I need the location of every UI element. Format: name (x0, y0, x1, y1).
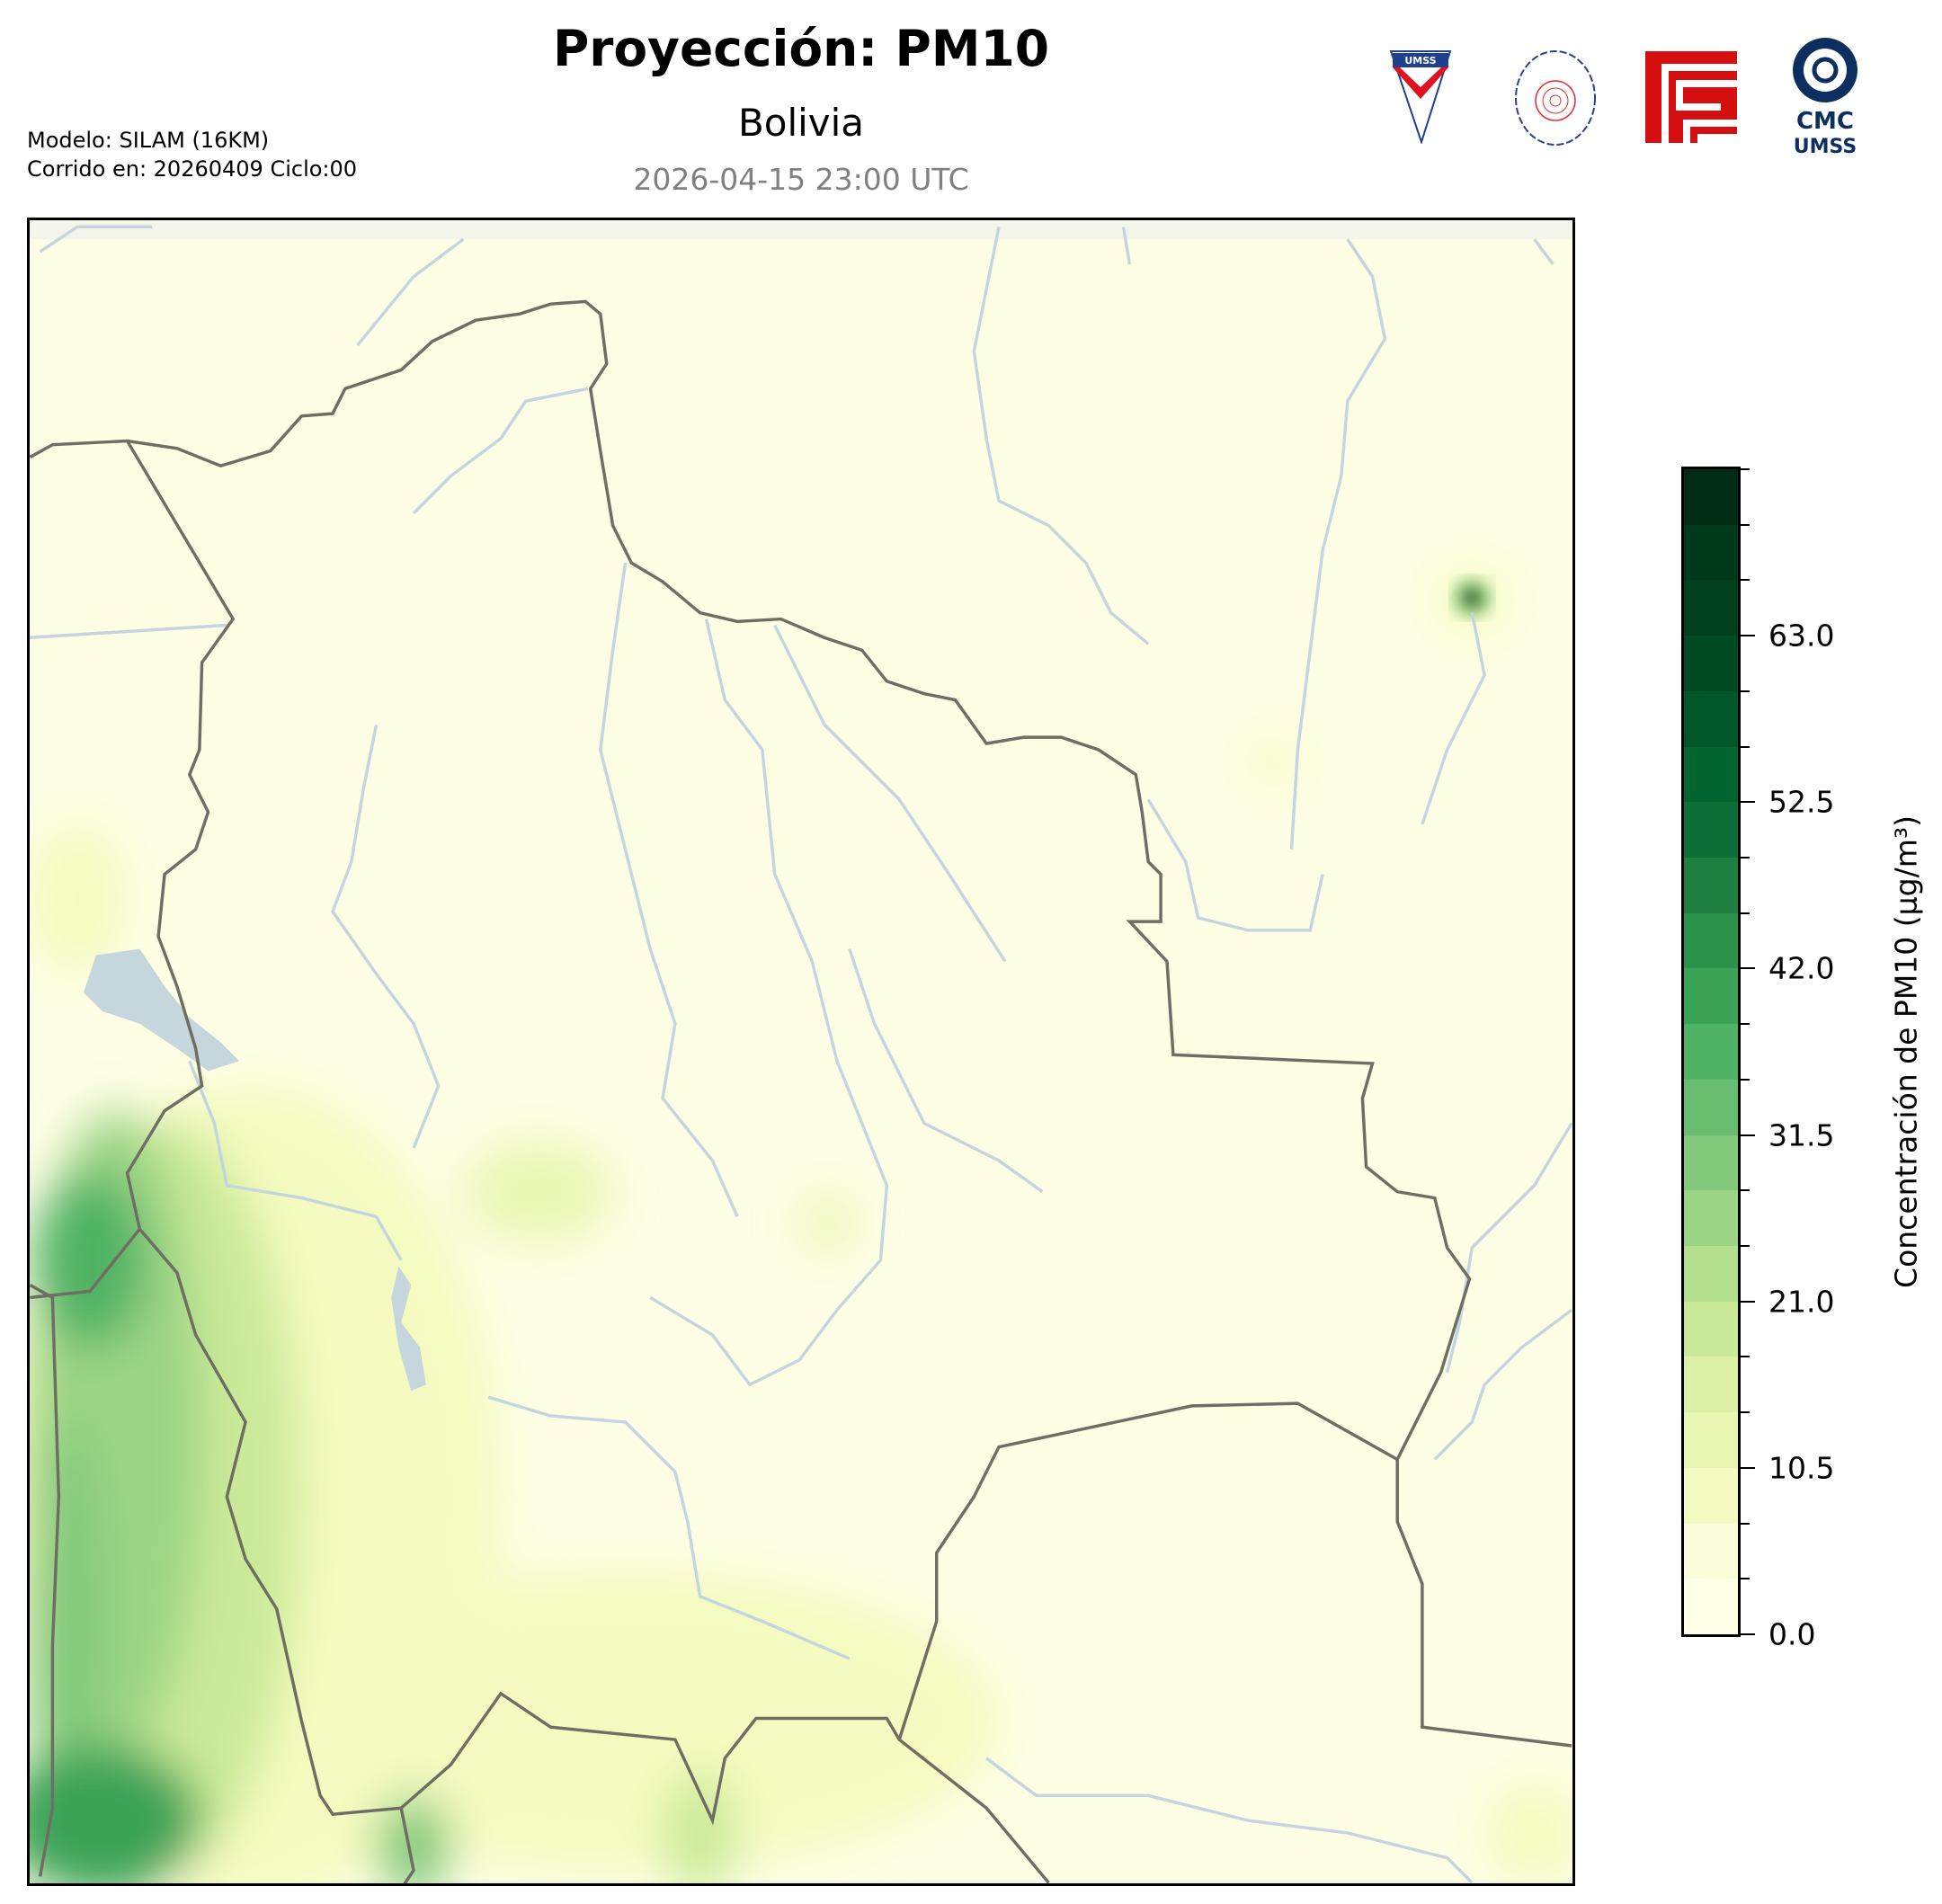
colorbar-level (1684, 1467, 1738, 1524)
lake-titicaca (84, 948, 240, 1072)
colorbar-minor-tick (1741, 912, 1750, 914)
colorbar-level (1684, 857, 1738, 913)
chart-title: Proyección: PM10 (552, 20, 1050, 77)
colorbar-level (1684, 1245, 1738, 1302)
colorbar-level (1684, 1079, 1738, 1135)
pm10-map[interactable] (27, 218, 1575, 1886)
region-subtitle: Bolivia (737, 101, 865, 145)
departamento-fisica-seal (1515, 50, 1596, 146)
colorbar-level (1684, 1356, 1738, 1413)
colorbar-major-tick (1741, 1134, 1755, 1136)
colorbar-major-tick (1741, 635, 1755, 637)
colorbar-minor-tick (1741, 523, 1750, 526)
cmc-umss-logo: CMC UMSS (1793, 38, 1857, 157)
model-info: Modelo: SILAM (16KM) (27, 128, 270, 153)
colorbar-minor-tick (1741, 1078, 1750, 1081)
svg-text:UMSS: UMSS (1404, 55, 1436, 67)
rivers (30, 225, 1572, 1883)
colorbar-minor-tick (1741, 745, 1750, 748)
lake-poopo (391, 1266, 426, 1392)
run-info: Corrido en: 20260409 Ciclo:00 (27, 156, 358, 182)
colorbar-tick-label: 31.5 (1768, 1117, 1835, 1153)
colorbar-tick-label: 63.0 (1768, 618, 1835, 654)
pm10-concentration-field (30, 569, 1572, 1883)
colorbar-minor-tick (1741, 579, 1750, 582)
colorbar-level (1684, 801, 1738, 858)
colorbar-tick-label: 10.5 (1768, 1450, 1835, 1486)
colorbar-level (1684, 1523, 1738, 1579)
colorbar-minor-tick (1741, 1522, 1750, 1525)
pm10-hotspot (1452, 577, 1492, 618)
valid-time: 2026-04-15 23:00 UTC (633, 162, 969, 197)
umss-shield-logo: UMSS (1389, 50, 1452, 144)
colorbar-level (1684, 1301, 1738, 1357)
colorbar-level (1684, 1023, 1738, 1080)
svg-text:UMSS: UMSS (1794, 136, 1857, 157)
colorbar-level (1684, 635, 1738, 691)
colorbar-major-tick (1741, 967, 1755, 970)
colorbar-minor-tick (1741, 1411, 1750, 1414)
colorbar-tick-label: 0.0 (1768, 1616, 1816, 1652)
fcyt-logo (1645, 51, 1737, 143)
colorbar-major-tick (1741, 1466, 1755, 1469)
colorbar-minor-tick (1741, 468, 1750, 470)
colorbar-level (1684, 468, 1738, 525)
colorbar-minor-tick (1741, 1245, 1750, 1247)
colorbar-level (1684, 579, 1738, 636)
colorbar-major-tick (1741, 801, 1755, 804)
colorbar-tick-label: 21.0 (1768, 1284, 1835, 1320)
map-canvas (30, 225, 1572, 1883)
colorbar-level (1684, 746, 1738, 803)
colorbar-level (1684, 1578, 1738, 1634)
colorbar (1681, 467, 1741, 1637)
colorbar-minor-tick (1741, 1023, 1750, 1026)
svg-text:CMC: CMC (1796, 108, 1854, 135)
colorbar-level (1684, 690, 1738, 747)
colorbar-minor-tick (1741, 1189, 1750, 1192)
colorbar-level (1684, 524, 1738, 581)
colorbar-level (1684, 1134, 1738, 1191)
colorbar-tick-label: 52.5 (1768, 784, 1835, 820)
country-borders (30, 299, 1572, 1883)
colorbar-level (1684, 967, 1738, 1025)
colorbar-minor-tick (1741, 1578, 1750, 1580)
colorbar-level (1684, 912, 1738, 969)
colorbar-minor-tick (1741, 1356, 1750, 1358)
colorbar-minor-tick (1741, 857, 1750, 859)
colorbar-level (1684, 1411, 1738, 1468)
colorbar-minor-tick (1741, 690, 1750, 692)
colorbar-tick-label: 42.0 (1768, 950, 1835, 986)
colorbar-label: Concentración de PM10 (µg/m³) (1888, 815, 1924, 1288)
colorbar-major-tick (1741, 1300, 1755, 1303)
colorbar-major-tick (1741, 1633, 1755, 1635)
colorbar-level (1684, 1189, 1738, 1246)
